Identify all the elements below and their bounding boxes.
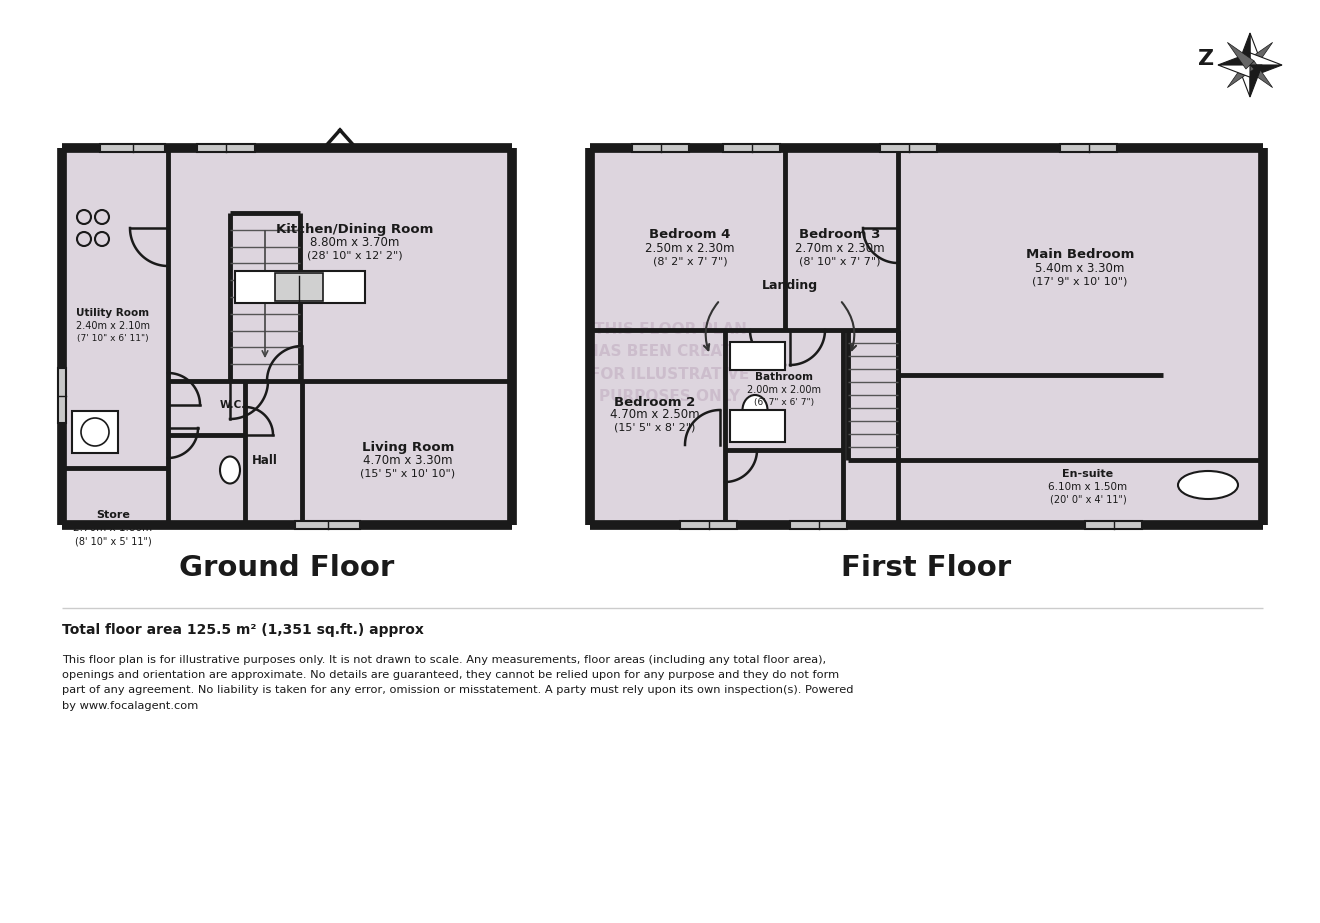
- Bar: [1060, 144, 1117, 152]
- Text: (6' 7" x 6' 7"): (6' 7" x 6' 7"): [754, 399, 814, 407]
- Text: Store: Store: [96, 510, 129, 520]
- Text: This floor plan is for illustrative purposes only. It is not drawn to scale. Any: This floor plan is for illustrative purp…: [62, 655, 854, 711]
- Text: 2.50m x 2.30m: 2.50m x 2.30m: [645, 242, 735, 255]
- Polygon shape: [1250, 33, 1262, 65]
- Text: (20' 0" x 4' 11"): (20' 0" x 4' 11"): [1049, 495, 1126, 505]
- Bar: [294, 521, 360, 529]
- Bar: [62, 148, 512, 525]
- Text: Z: Z: [1199, 49, 1214, 69]
- Bar: [73, 411, 117, 453]
- Text: Landing: Landing: [762, 279, 818, 292]
- Circle shape: [176, 193, 455, 473]
- Text: 2.70m x 1.80m: 2.70m x 1.80m: [74, 523, 153, 533]
- Bar: [1085, 521, 1142, 529]
- Ellipse shape: [742, 395, 767, 425]
- Polygon shape: [1246, 61, 1272, 88]
- Bar: [590, 148, 1263, 525]
- Text: (8' 10" x 7' 7"): (8' 10" x 7' 7"): [799, 256, 880, 266]
- Text: 4.70m x 2.50m: 4.70m x 2.50m: [610, 409, 700, 422]
- Polygon shape: [1250, 53, 1282, 65]
- Text: Bathroom: Bathroom: [755, 372, 813, 382]
- Text: 2.00m x 2.00m: 2.00m x 2.00m: [747, 385, 821, 395]
- Text: (7' 10" x 6' 11"): (7' 10" x 6' 11"): [77, 334, 149, 343]
- Bar: [789, 521, 847, 529]
- Polygon shape: [1250, 65, 1262, 97]
- Polygon shape: [1246, 42, 1272, 69]
- Text: First Floor: First Floor: [841, 554, 1011, 582]
- Text: Bedroom 3: Bedroom 3: [800, 229, 880, 242]
- Text: Total floor area 125.5 m² (1,351 sq.ft.) approx: Total floor area 125.5 m² (1,351 sq.ft.)…: [62, 623, 424, 637]
- Bar: [197, 144, 255, 152]
- Text: Ground Floor: Ground Floor: [180, 554, 395, 582]
- Polygon shape: [1238, 65, 1250, 97]
- Text: W.C.: W.C.: [220, 400, 246, 410]
- Text: (17' 9" x 10' 10"): (17' 9" x 10' 10"): [1032, 276, 1127, 286]
- Text: 6.10m x 1.50m: 6.10m x 1.50m: [1048, 482, 1127, 492]
- Text: En-suite: En-suite: [1063, 469, 1114, 479]
- Polygon shape: [1218, 65, 1250, 78]
- Text: Bedroom 4: Bedroom 4: [649, 229, 731, 242]
- Polygon shape: [1228, 42, 1254, 69]
- Polygon shape: [1250, 65, 1282, 78]
- Ellipse shape: [1177, 471, 1238, 499]
- Text: Main Bedroom: Main Bedroom: [1026, 248, 1134, 261]
- Text: Kitchen/Dining Room: Kitchen/Dining Room: [276, 223, 434, 236]
- Text: Utility Room: Utility Room: [77, 308, 149, 318]
- Bar: [275, 273, 323, 301]
- Bar: [730, 410, 785, 442]
- Text: THIS FLOOR PLAN
HAS BEEN CREATED
FOR ILLUSTRATIVE
PURPOSES ONLY: THIS FLOOR PLAN HAS BEEN CREATED FOR ILL…: [586, 322, 754, 403]
- Text: 2.40m x 2.10m: 2.40m x 2.10m: [77, 321, 150, 331]
- Polygon shape: [1218, 53, 1250, 65]
- Text: 5.40m x 3.30m: 5.40m x 3.30m: [1035, 261, 1125, 274]
- Bar: [58, 368, 66, 423]
- Text: (15' 5" x 10' 10"): (15' 5" x 10' 10"): [360, 469, 455, 479]
- Text: (28' 10" x 12' 2"): (28' 10" x 12' 2"): [308, 251, 403, 261]
- Text: 2.70m x 2.30m: 2.70m x 2.30m: [795, 242, 884, 255]
- Text: Living Room: Living Room: [362, 441, 454, 454]
- Polygon shape: [1228, 61, 1254, 88]
- Text: (8' 2" x 7' 7"): (8' 2" x 7' 7"): [652, 256, 727, 266]
- Ellipse shape: [220, 457, 240, 484]
- Text: 4.70m x 3.30m: 4.70m x 3.30m: [363, 454, 453, 468]
- Bar: [730, 342, 785, 370]
- Polygon shape: [1238, 33, 1250, 65]
- Bar: [880, 144, 937, 152]
- Bar: [680, 521, 737, 529]
- Text: Bedroom 2: Bedroom 2: [614, 395, 696, 409]
- Bar: [100, 144, 165, 152]
- Text: Hall: Hall: [252, 454, 279, 468]
- Bar: [235, 271, 366, 303]
- Text: (15' 5" x 8' 2"): (15' 5" x 8' 2"): [614, 423, 696, 433]
- Bar: [723, 144, 780, 152]
- Bar: [632, 144, 689, 152]
- Text: 8.80m x 3.70m: 8.80m x 3.70m: [310, 236, 400, 249]
- Text: (8' 10" x 5' 11"): (8' 10" x 5' 11"): [75, 536, 152, 546]
